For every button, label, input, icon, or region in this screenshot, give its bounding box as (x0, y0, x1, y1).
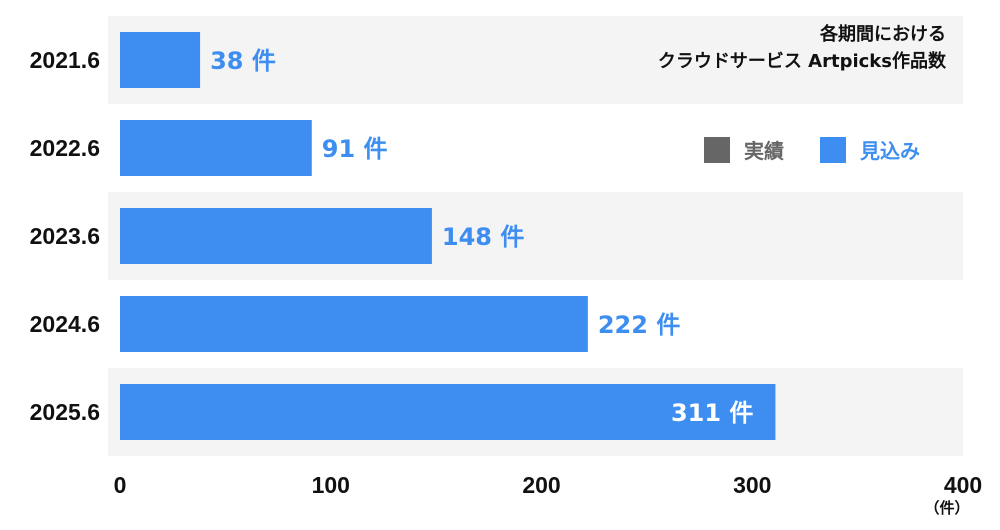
legend-label-forecast: 見込み (860, 139, 920, 163)
x-tick-label: 400 (944, 472, 982, 498)
x-tick-label: 0 (114, 472, 127, 498)
bar-2025.6 (120, 384, 776, 440)
value-label: 91 件 (322, 135, 388, 163)
category-label: 2023.6 (30, 223, 100, 249)
category-label: 2025.6 (30, 399, 100, 425)
value-label: 148 件 (442, 223, 524, 251)
row-bands (108, 16, 963, 456)
x-axis-ticks: 0 100 200 300 400 (114, 472, 983, 498)
x-unit-label: （件） (924, 499, 969, 517)
category-label: 2022.6 (30, 135, 100, 161)
x-tick-label: 300 (733, 472, 771, 498)
bars (120, 32, 776, 440)
legend-label-actual: 実績 (744, 139, 784, 163)
legend-swatch-forecast (820, 137, 846, 163)
category-label: 2024.6 (30, 311, 100, 337)
row-band (108, 16, 963, 104)
value-label: 38 件 (210, 47, 276, 75)
category-label: 2021.6 (30, 47, 100, 73)
x-tick-label: 100 (312, 472, 350, 498)
value-labels: 38 件 91 件 148 件 222 件 311 件 (210, 47, 753, 427)
legend-swatch-actual (704, 137, 730, 163)
value-label: 222 件 (598, 311, 680, 339)
bar-2022.6 (120, 120, 312, 176)
legend: 実績 見込み (704, 137, 920, 163)
bar-2024.6 (120, 296, 588, 352)
category-labels: 2021.6 2022.6 2023.6 2024.6 2025.6 (30, 47, 100, 425)
x-tick-label: 200 (522, 472, 560, 498)
bar-2023.6 (120, 208, 432, 264)
chart-title-line-1: 各期間における (819, 23, 946, 45)
value-label: 311 件 (671, 399, 753, 427)
bar-2021.6 (120, 32, 201, 88)
chart-title-line-2: クラウドサービス Artpicks作品数 (658, 50, 947, 72)
